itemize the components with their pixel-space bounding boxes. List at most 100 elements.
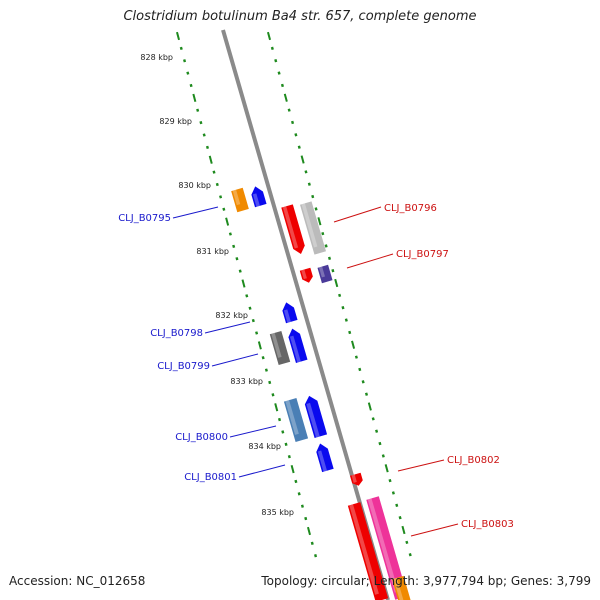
gene-label-left[interactable]: CLJ_B0795: [118, 213, 171, 224]
feature-steel-0800[interactable]: [283, 398, 309, 442]
scale-tick-minor: [196, 108, 200, 112]
scale-tick-minor: [408, 553, 412, 557]
scale-tick-minor: [281, 430, 285, 434]
gene-label-right[interactable]: CLJ_B0802: [447, 455, 500, 466]
feature-pink-0803-highlight: [367, 498, 399, 593]
feature-blue-arrow-832-highlight: [283, 309, 291, 323]
scale-tick-minor: [314, 554, 318, 558]
scale-tick-minor: [364, 392, 369, 396]
feature-orange-0803[interactable]: [392, 575, 412, 600]
label-leader-line: [229, 425, 277, 438]
scale-tick-minor: [205, 145, 209, 150]
gene-label-right[interactable]: CLJ_B0797: [396, 249, 449, 260]
topology-text: Topology: circular; Length: 3,977,794 bp…: [261, 574, 591, 588]
scale-ticks: [176, 31, 412, 558]
feature-blue-arrow-832-shape: [282, 302, 298, 324]
feature-gray-0799-shape: [269, 330, 291, 366]
scale-tick-minor: [311, 194, 315, 199]
scale-tick-minor: [331, 268, 335, 273]
accession-text: Accession: NC_012658: [9, 574, 146, 588]
gene-label-left[interactable]: CLJ_B0800: [175, 432, 228, 443]
feature-red-0802-shape: [350, 472, 363, 486]
scale-tick-minor: [280, 83, 284, 88]
feature-blue-arrow-832[interactable]: [280, 301, 298, 324]
feature-blue-arrow-0801-highlight: [317, 450, 328, 472]
label-leader-line: [346, 253, 394, 269]
feature-blue-arrow-0799-highlight: [289, 335, 301, 363]
feature-blue-arrow-0800[interactable]: [303, 394, 328, 438]
feature-gray-0799-highlight: [271, 332, 282, 358]
kbp-label: 829 kbp: [159, 117, 192, 126]
feature-blue-arrow-830[interactable]: [249, 185, 267, 208]
feature-pink-0803[interactable]: [366, 496, 408, 600]
feature-blue-arrow-0800-shape: [304, 395, 328, 438]
scale-tick-major: [317, 217, 322, 226]
scale-tick-minor: [294, 479, 298, 484]
feature-red-0802-highlight: [351, 474, 357, 483]
feature-red-0802[interactable]: [350, 472, 364, 488]
feature-steel-0800-shape: [283, 398, 309, 442]
feature-silver-0796[interactable]: [300, 201, 326, 255]
scale-tick-minor: [378, 441, 382, 446]
feature-blue-arrow-0801-shape: [316, 443, 334, 473]
scale-tick-minor: [395, 503, 399, 507]
label-leader-line: [172, 206, 219, 219]
scale-tick-minor: [300, 504, 304, 508]
feature-red-0796[interactable]: [281, 204, 306, 255]
feature-orange-0803-shape: [392, 575, 412, 600]
feature-blue-arrow-0799[interactable]: [287, 327, 308, 363]
feature-orange-830[interactable]: [231, 187, 249, 213]
gene-label-left[interactable]: CLJ_B0801: [184, 472, 237, 483]
scale-tick-minor: [235, 257, 239, 261]
scale-tick-minor: [186, 71, 190, 75]
scale-tick-minor: [202, 133, 206, 137]
scale-tick-minor: [212, 170, 216, 174]
scale-tick-minor: [232, 244, 236, 249]
feature-blue-arrow-0801[interactable]: [314, 442, 334, 473]
feature-red-0803-highlight: [349, 504, 379, 595]
scale-tick-minor: [268, 380, 272, 385]
kbp-label: 828 kbp: [140, 53, 173, 62]
feature-gray-0799[interactable]: [269, 330, 291, 366]
scale-tick-minor: [341, 306, 345, 310]
scale-tick-minor: [304, 170, 308, 174]
scale-tick-minor: [388, 478, 392, 483]
scale-tick-minor: [327, 256, 332, 260]
page-title: Clostridium botulinum Ba4 str. 657, comp…: [123, 9, 477, 24]
label-leaders: [172, 206, 459, 537]
gene-label-right[interactable]: CLJ_B0803: [461, 519, 514, 530]
scale-tick-minor: [222, 207, 226, 211]
scale-tick-minor: [324, 244, 328, 248]
scale-tick-major: [283, 93, 288, 102]
label-leader-line: [410, 523, 459, 537]
feature-steel-0800-highlight: [285, 400, 299, 435]
scale-tick-major: [266, 31, 272, 41]
feature-red-0796-shape: [281, 204, 305, 255]
scale-tick-minor: [307, 182, 311, 186]
feature-purple-0797-highlight: [318, 266, 325, 278]
label-leader-line: [238, 464, 286, 478]
gene-label-left[interactable]: CLJ_B0799: [157, 361, 210, 372]
scale-tick-major: [351, 340, 356, 349]
feature-orange-0803-highlight: [393, 577, 404, 600]
scale-tick-minor: [287, 108, 291, 112]
scale-tick-minor: [297, 492, 301, 496]
label-leader-line: [204, 321, 251, 334]
scale-tick-minor: [354, 355, 358, 359]
scale-tick-minor: [199, 120, 203, 125]
kbp-label: 832 kbp: [215, 311, 248, 320]
gene-label-right[interactable]: CLJ_B0796: [384, 203, 437, 214]
scale-tick-minor: [228, 232, 232, 236]
feature-blue-arrow-0800-highlight: [306, 402, 320, 438]
scale-tick-minor: [391, 491, 395, 495]
scale-tick-minor: [284, 442, 288, 447]
scale-tick-minor: [304, 516, 308, 521]
feature-purple-0797[interactable]: [317, 264, 333, 284]
feature-silver-0796-highlight: [301, 203, 318, 248]
feature-red-0803[interactable]: [347, 502, 389, 600]
gene-label-left[interactable]: CLJ_B0798: [150, 328, 203, 339]
scale-tick-minor: [278, 417, 282, 422]
feature-red-0797[interactable]: [299, 267, 314, 285]
scale-tick-major: [334, 278, 339, 288]
scale-tick-minor: [321, 231, 325, 236]
